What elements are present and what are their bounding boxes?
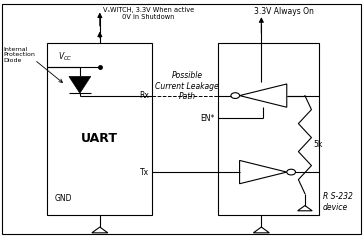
Text: Tx: Tx — [140, 168, 149, 177]
Polygon shape — [69, 76, 91, 93]
Text: 5k: 5k — [313, 140, 322, 149]
Text: Internal
Protection
Diode: Internal Protection Diode — [4, 47, 36, 63]
Bar — [218, 43, 319, 215]
Bar — [47, 43, 152, 215]
Text: EN*: EN* — [200, 114, 214, 123]
Text: UART: UART — [81, 132, 118, 145]
Text: R S-232
device: R S-232 device — [323, 192, 353, 212]
Text: 3.3V Always On: 3.3V Always On — [254, 7, 314, 16]
Text: VₛWITCH, 3.3V When active
         0V in Shutdown: VₛWITCH, 3.3V When active 0V in Shutdown — [103, 7, 195, 20]
Text: Rx: Rx — [139, 91, 149, 100]
Text: GND: GND — [54, 194, 72, 203]
Text: Possible
Current Leakage
Path: Possible Current Leakage Path — [155, 71, 219, 101]
Text: $\mathit{V_{CC}}$: $\mathit{V_{CC}}$ — [58, 51, 73, 63]
